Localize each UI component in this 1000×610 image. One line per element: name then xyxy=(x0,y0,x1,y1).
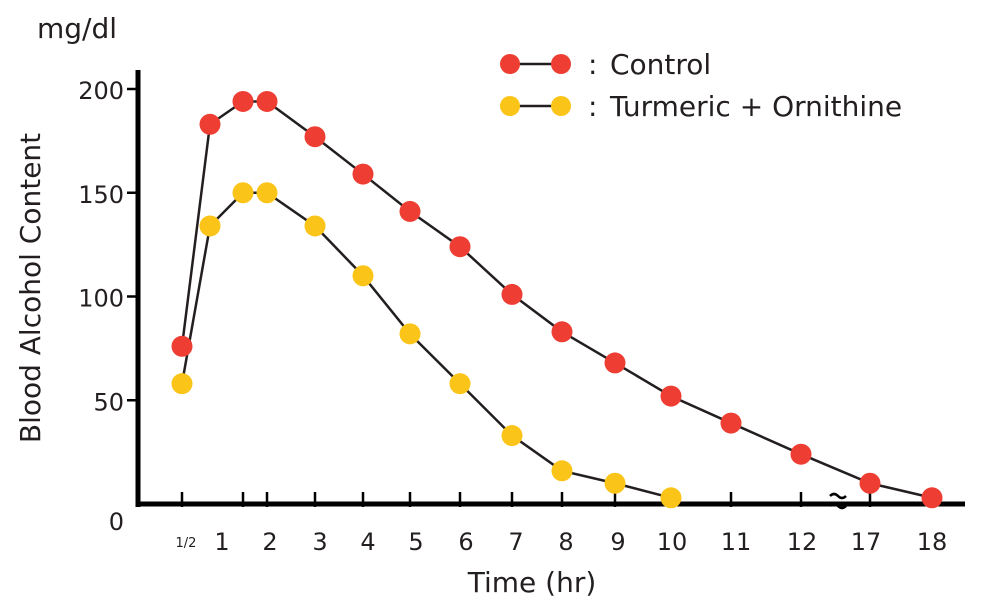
svg-text::: : xyxy=(588,90,597,123)
y-tick-label: 50 xyxy=(93,388,124,416)
y-tick-label: 200 xyxy=(78,77,124,105)
series-line-control xyxy=(180,100,933,499)
axis-break-mark xyxy=(829,492,847,510)
data-point-control xyxy=(256,90,278,112)
data-point-control xyxy=(232,90,254,112)
legend-marker-control xyxy=(500,54,520,74)
x-tick-label: 5 xyxy=(408,528,423,556)
x-tick-label: 10 xyxy=(657,528,688,556)
data-point-control xyxy=(399,200,421,222)
x-tick-label: 6 xyxy=(458,528,473,556)
x-tick-label: 1 xyxy=(214,528,229,556)
legend-item-control: : Control xyxy=(500,48,711,81)
y-tick-label: 100 xyxy=(78,285,124,313)
data-point-turmeric-ornithine xyxy=(352,265,374,287)
legend: : Control : Turmeric + Ornithine xyxy=(500,48,902,123)
data-point-control xyxy=(921,487,943,509)
data-point-control xyxy=(199,113,221,135)
legend-marker-control xyxy=(551,54,571,74)
data-point-turmeric-ornithine xyxy=(449,373,471,395)
data-point-control xyxy=(352,163,374,185)
x-tick-label: 17 xyxy=(851,528,882,556)
legend-marker-turmeric-ornithine xyxy=(551,96,571,116)
y-tick-label: 0 xyxy=(109,508,124,536)
series-control xyxy=(171,90,943,509)
x-tick-label: 18 xyxy=(917,528,948,556)
y-unit-label: mg/dl xyxy=(37,12,117,45)
x-tick-label: 11 xyxy=(721,528,752,556)
y-tick-label: 150 xyxy=(78,181,124,209)
data-point-control xyxy=(551,321,573,343)
x-tick-label: 2 xyxy=(262,528,277,556)
legend-marker-turmeric-ornithine xyxy=(500,96,520,116)
data-point-turmeric-ornithine xyxy=(604,472,626,494)
x-tick-label: 1/2 xyxy=(176,536,197,551)
svg-text::: : xyxy=(588,48,597,81)
data-point-control xyxy=(720,412,742,434)
x-axis-title: Time (hr) xyxy=(467,566,597,599)
x-tick-label: 8 xyxy=(558,528,573,556)
data-point-control xyxy=(604,352,626,374)
legend-label-control: Control xyxy=(610,48,711,81)
data-point-control xyxy=(171,335,193,357)
data-point-control xyxy=(304,126,326,148)
data-point-turmeric-ornithine xyxy=(199,215,221,237)
legend-item-turmeric-ornithine: : Turmeric + Ornithine xyxy=(500,90,902,123)
data-point-turmeric-ornithine xyxy=(256,182,278,204)
data-point-turmeric-ornithine xyxy=(501,425,523,447)
x-tick-label: 12 xyxy=(787,528,818,556)
data-point-control xyxy=(660,385,682,407)
series-line-turmeric-ornithine xyxy=(180,191,672,499)
y-axis-title: Blood Alcohol Content xyxy=(14,133,47,443)
x-tick-label: 7 xyxy=(508,528,523,556)
x-tick-label: 4 xyxy=(360,528,375,556)
data-point-control xyxy=(449,236,471,258)
data-point-control xyxy=(790,443,812,465)
data-point-turmeric-ornithine xyxy=(399,323,421,345)
data-point-turmeric-ornithine xyxy=(304,215,326,237)
data-point-turmeric-ornithine xyxy=(660,487,682,509)
x-tick-label: 9 xyxy=(610,528,625,556)
legend-label-turmeric-ornithine: Turmeric + Ornithine xyxy=(609,90,902,123)
data-point-turmeric-ornithine xyxy=(171,373,193,395)
x-tick-label: 3 xyxy=(312,528,327,556)
data-point-turmeric-ornithine xyxy=(551,460,573,482)
data-point-turmeric-ornithine xyxy=(232,182,254,204)
data-point-control xyxy=(859,472,881,494)
series-turmeric-ornithine xyxy=(171,182,682,509)
data-point-control xyxy=(501,283,523,305)
